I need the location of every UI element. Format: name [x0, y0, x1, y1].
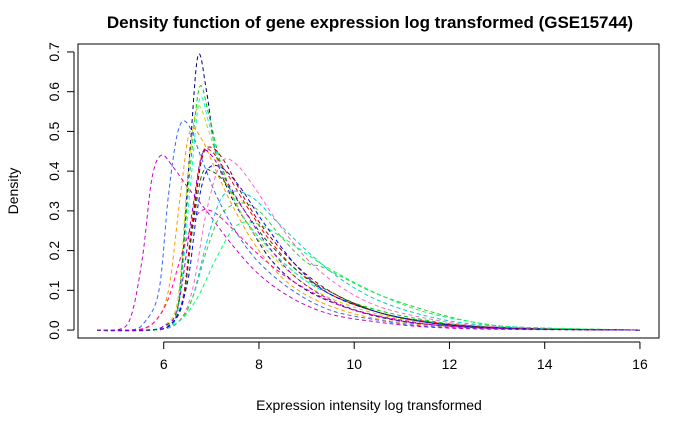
y-tick-label: 0.1 [46, 280, 62, 300]
density-curve-6 [96, 120, 641, 332]
y-tick-label: 0.0 [46, 320, 62, 340]
density-curve-16 [96, 164, 641, 332]
y-tick-label: 0.5 [46, 121, 62, 141]
density-curve-3 [96, 96, 641, 331]
x-tick-label: 16 [632, 356, 648, 372]
density-curve-7 [96, 154, 641, 332]
x-tick-label: 14 [537, 356, 553, 372]
y-tick-label: 0.4 [46, 161, 62, 181]
x-tick-label: 8 [255, 356, 263, 372]
density-curve-8 [96, 209, 641, 332]
x-tick-label: 10 [346, 356, 362, 372]
density-curve-12 [96, 158, 641, 332]
y-tick-label: 0.7 [46, 42, 62, 62]
y-tick-label: 0.2 [46, 241, 62, 261]
series-layer [96, 53, 641, 332]
density-curve-5 [96, 127, 641, 332]
density-curve-2 [96, 85, 641, 331]
density-curve-17 [96, 149, 641, 331]
x-tick-label: 12 [442, 356, 458, 372]
x-axis: 6 8 10 12 14 16 [160, 341, 648, 372]
x-axis-label: Expression intensity log transformed [256, 397, 482, 413]
y-tick-label: 0.3 [46, 201, 62, 221]
plot-frame [77, 43, 660, 339]
y-tick-label: 0.6 [46, 82, 62, 102]
y-axis-label: Density [5, 168, 21, 215]
x-tick-label: 6 [160, 356, 168, 372]
plot-area [77, 43, 660, 339]
density-curve-4 [96, 105, 641, 331]
chart-title: Density function of gene expression log … [107, 13, 633, 32]
density-curve-13 [96, 190, 641, 332]
density-curve-15 [96, 221, 641, 332]
density-curve-14 [96, 202, 641, 332]
density-curve-1 [96, 53, 641, 331]
y-axis: 0.0 0.1 0.2 0.3 0.4 0.5 0.6 0.7 [46, 42, 75, 340]
